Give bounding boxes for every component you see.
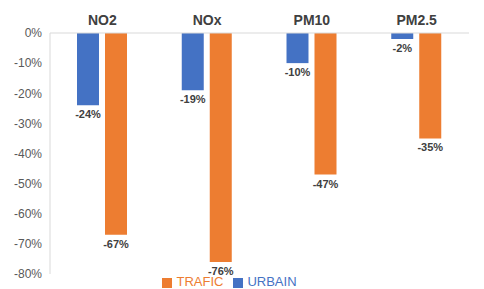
svg-text:NO2: NO2 bbox=[88, 12, 117, 28]
svg-text:NOx: NOx bbox=[193, 12, 222, 28]
svg-text:-10%: -10% bbox=[14, 56, 42, 70]
html-text:TRAFIC: TRAFIC bbox=[176, 274, 224, 289]
svg-text:PM2.5: PM2.5 bbox=[396, 12, 437, 28]
svg-text:-40%: -40% bbox=[14, 147, 42, 161]
svg-text:PM10: PM10 bbox=[294, 12, 331, 28]
svg-text:-24%: -24% bbox=[75, 108, 101, 120]
svg-text:-76%: -76% bbox=[208, 265, 234, 277]
svg-text:-35%: -35% bbox=[417, 141, 443, 153]
svg-text:-20%: -20% bbox=[14, 87, 42, 101]
html-text:URBAIN: URBAIN bbox=[247, 274, 297, 289]
svg-text:0%: 0% bbox=[25, 26, 43, 40]
svg-text:-80%: -80% bbox=[14, 267, 42, 281]
svg-text:-47%: -47% bbox=[313, 178, 339, 190]
svg-text:-70%: -70% bbox=[14, 237, 42, 251]
svg-text:-30%: -30% bbox=[14, 117, 42, 131]
svg-text:-67%: -67% bbox=[103, 238, 129, 250]
svg-text:-50%: -50% bbox=[14, 177, 42, 191]
svg-text:-60%: -60% bbox=[14, 207, 42, 221]
svg-text:-19%: -19% bbox=[180, 93, 206, 105]
svg-text:-10%: -10% bbox=[285, 66, 311, 78]
svg-text:-2%: -2% bbox=[392, 42, 412, 54]
